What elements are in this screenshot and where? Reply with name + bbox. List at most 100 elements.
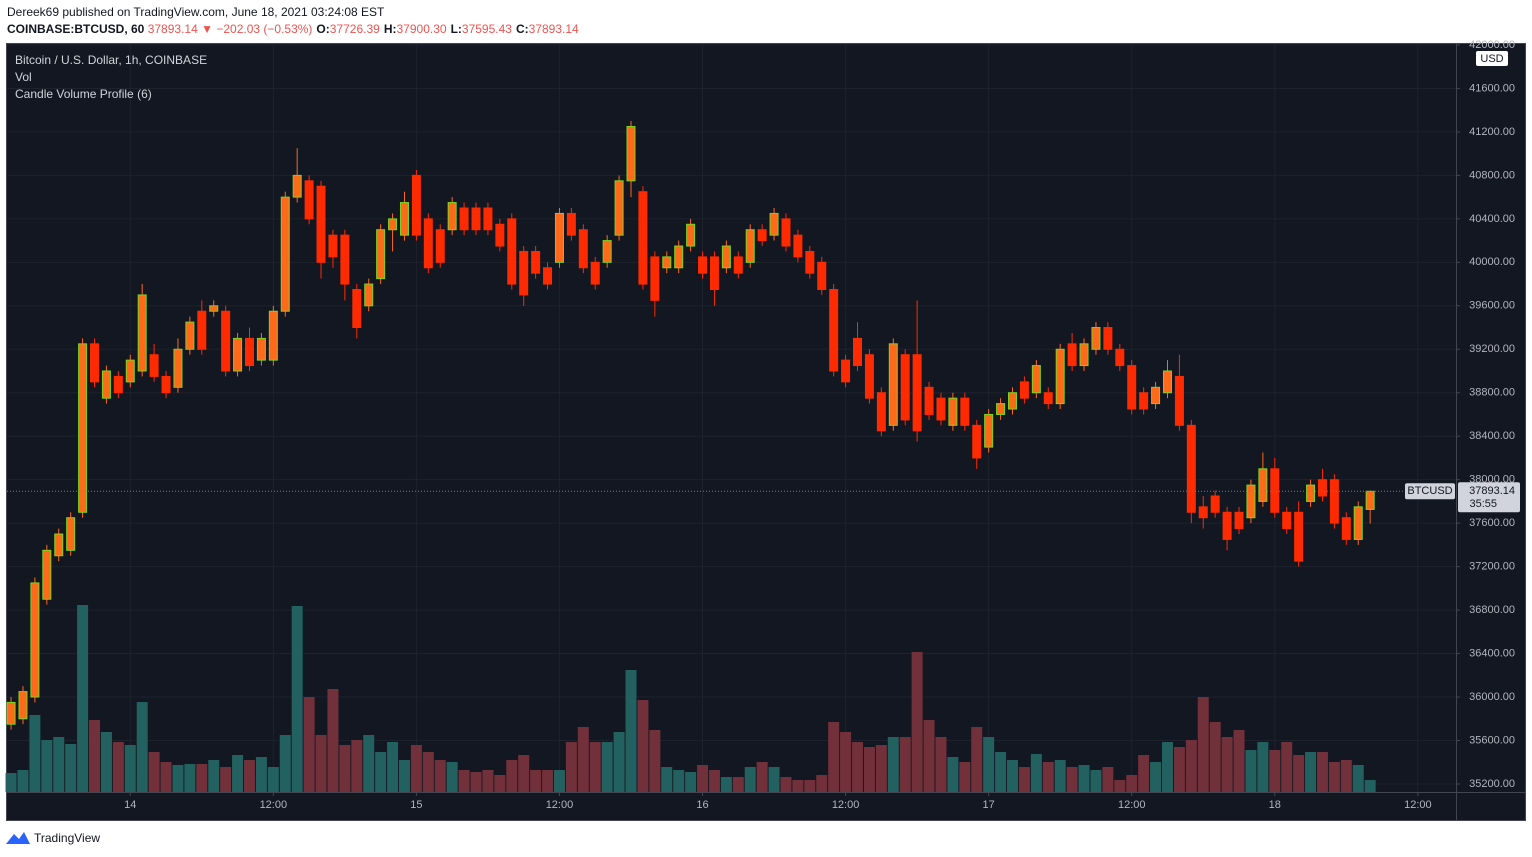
volume-bar (935, 737, 947, 792)
x-tick-label: 12:00 (546, 799, 574, 811)
volume-bar (506, 760, 518, 792)
volume-bar (792, 780, 804, 792)
candle-body (113, 375, 123, 394)
volume-bar (470, 772, 482, 792)
candle-body (1186, 424, 1196, 513)
volume-bar (530, 770, 542, 792)
candle-body (1055, 348, 1065, 405)
volume-bar (1305, 752, 1317, 792)
volume-bar (17, 770, 29, 792)
y-tick-label: 37600.00 (1469, 517, 1515, 529)
candle-body (996, 403, 1006, 415)
volume-bar (148, 752, 160, 792)
candle-body (18, 691, 28, 720)
candle-body (912, 354, 922, 432)
volume-bar (1102, 767, 1114, 792)
volume-bar (232, 755, 244, 792)
change-arrow: ▼ (201, 22, 213, 36)
candle-body (543, 267, 553, 285)
volume-bar (315, 735, 327, 792)
candle-body (1353, 506, 1363, 540)
volume-bar (542, 770, 554, 792)
volume-bar (1114, 780, 1126, 792)
candle-body (936, 397, 946, 421)
candle-body (805, 250, 815, 274)
last-price-label: 37893.14 (1469, 485, 1515, 497)
volume-bar (589, 742, 601, 792)
y-tick-label: 41600.00 (1469, 82, 1515, 94)
symbol: COINBASE:BTCUSD, 60 (7, 22, 145, 36)
candle-body (745, 229, 755, 263)
candle-body (590, 261, 600, 285)
y-tick-label: 35600.00 (1469, 734, 1515, 746)
volume-bar (1007, 760, 1019, 792)
candle-body (292, 174, 302, 198)
volume-bar (1269, 750, 1281, 792)
volume-bar (65, 744, 77, 792)
y-tick-label: 38400.00 (1469, 430, 1515, 442)
y-tick-label: 42000.00 (1469, 39, 1515, 51)
y-tick-label: 36800.00 (1469, 604, 1515, 616)
x-tick-label: 15 (410, 799, 422, 811)
volume-bar (899, 737, 911, 792)
candle-body (733, 256, 743, 274)
candle-body (435, 229, 445, 263)
volume-bar (208, 760, 220, 792)
volume-bar (29, 715, 41, 792)
volume-bar (303, 697, 315, 792)
candle-body (1079, 343, 1089, 367)
candle-body (209, 305, 219, 312)
candle-body (459, 207, 469, 231)
volume-bar (613, 732, 625, 792)
volume-bar (744, 767, 756, 792)
volume-bar (840, 732, 852, 792)
volume-bar (255, 757, 267, 792)
candle-body (101, 370, 111, 399)
published-line: Dereek69 published on TradingView.com, J… (7, 5, 385, 19)
candle-body (566, 212, 576, 236)
candle-body (1031, 365, 1041, 394)
countdown: 35:55 (1469, 498, 1497, 510)
volume-bar (852, 742, 864, 792)
volume-bar (1233, 730, 1245, 792)
candle-body (30, 582, 40, 698)
candle-body (1151, 386, 1161, 405)
candle-body (197, 310, 207, 350)
volume-bar (649, 730, 661, 792)
volume-bar (875, 745, 887, 792)
volume-bar (518, 755, 530, 792)
candle-body (90, 343, 100, 383)
x-tick-label: 16 (696, 799, 708, 811)
volume-bar (434, 760, 446, 792)
candle-body (423, 218, 433, 269)
candle-body (817, 261, 827, 290)
volume-bar (947, 757, 959, 792)
candle-body (662, 256, 672, 269)
candle-body (1246, 484, 1256, 519)
candle-body (638, 191, 648, 285)
candle-body (352, 288, 362, 329)
x-tick-label: 12:00 (1118, 799, 1146, 811)
volume-bar (1293, 755, 1305, 792)
volume-bar (243, 760, 255, 792)
candle-body (709, 256, 719, 290)
candle-body (1115, 348, 1125, 367)
volume-bar (1281, 742, 1293, 792)
price-tag: BTCUSD (1407, 485, 1452, 497)
volume-bar (1150, 762, 1162, 792)
candle-body (483, 207, 493, 231)
y-tick-label: 40800.00 (1469, 169, 1515, 181)
volume-bar (708, 770, 720, 792)
x-tick-label: 18 (1269, 799, 1281, 811)
volume-bar (625, 670, 637, 792)
volume-bar (446, 762, 458, 792)
volume-bar (124, 745, 136, 792)
candle-body (399, 202, 409, 236)
candle-body (829, 288, 839, 372)
volume-bar (375, 752, 387, 792)
volume-bar (5, 773, 17, 792)
y-tick-label: 40400.00 (1469, 213, 1515, 225)
candle-body (686, 223, 696, 247)
candle-body (173, 348, 183, 388)
